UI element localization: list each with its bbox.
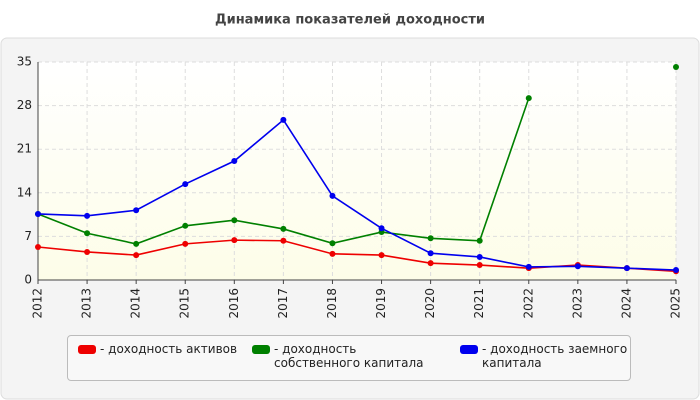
point <box>476 262 483 269</box>
y-tick-label: 28 <box>17 98 32 112</box>
legend-item: - доходность активов <box>78 342 248 356</box>
legend-item: - доходность собственного капитала <box>252 342 442 370</box>
point <box>378 252 385 259</box>
x-tick-label: 2015 <box>178 288 192 319</box>
legend-swatch <box>252 345 270 354</box>
point <box>623 265 630 272</box>
point <box>329 192 336 199</box>
series-line <box>37 239 677 273</box>
y-tick-label: 21 <box>17 142 32 156</box>
point <box>427 250 434 257</box>
x-tick-label: 2024 <box>619 288 633 319</box>
legend-swatch <box>78 345 96 354</box>
point <box>673 63 679 70</box>
x-tick-label: 2023 <box>570 288 584 319</box>
x-tick-label: 2021 <box>472 288 486 319</box>
point <box>133 252 140 259</box>
x-tick-label: 2014 <box>129 288 143 319</box>
legend: - доходность активов - доходность собстве… <box>67 335 631 381</box>
point <box>231 237 238 244</box>
legend-label: - доходность активов <box>100 342 238 356</box>
x-tick-label: 2025 <box>669 288 683 319</box>
point <box>182 222 189 229</box>
point <box>476 253 483 260</box>
point <box>476 237 483 244</box>
point <box>427 235 434 242</box>
x-tick-label: 2020 <box>423 288 437 319</box>
point <box>525 263 532 270</box>
series-line <box>37 118 677 271</box>
point <box>133 240 140 247</box>
legend-swatch <box>460 345 478 354</box>
point <box>525 95 532 102</box>
y-tick-label: 7 <box>24 229 32 243</box>
x-tick-label: 2013 <box>80 288 94 319</box>
point <box>280 225 287 232</box>
x-tick-label: 2022 <box>521 288 535 319</box>
point <box>84 230 91 237</box>
point <box>574 263 581 270</box>
point <box>182 240 189 247</box>
x-tick-label: 2012 <box>31 288 45 319</box>
point <box>280 237 287 244</box>
x-tick-label: 2018 <box>325 288 339 319</box>
legend-item: - доходность заемного капитала <box>460 342 650 370</box>
y-tick-label: 0 <box>24 273 32 287</box>
point <box>427 260 434 267</box>
point <box>673 267 679 274</box>
legend-label: - доходность собственного капитала <box>274 342 424 370</box>
point <box>133 207 140 214</box>
point <box>35 210 41 217</box>
point <box>280 116 287 123</box>
point <box>329 250 336 257</box>
point <box>35 243 41 250</box>
point <box>84 248 91 255</box>
point <box>231 217 238 224</box>
x-tick-label: 2019 <box>374 288 388 319</box>
point <box>84 212 91 219</box>
x-tick-label: 2016 <box>227 288 241 319</box>
point <box>378 225 385 232</box>
plot-area <box>38 62 676 280</box>
point <box>182 181 189 188</box>
x-tick-label: 2017 <box>276 288 290 319</box>
point <box>231 158 238 165</box>
point <box>329 240 336 247</box>
y-tick-label: 35 <box>17 55 32 69</box>
legend-label: - доходность заемного капитала <box>482 342 628 370</box>
chart-title: Динамика показателей доходности <box>215 13 485 28</box>
y-tick-label: 14 <box>17 185 32 199</box>
